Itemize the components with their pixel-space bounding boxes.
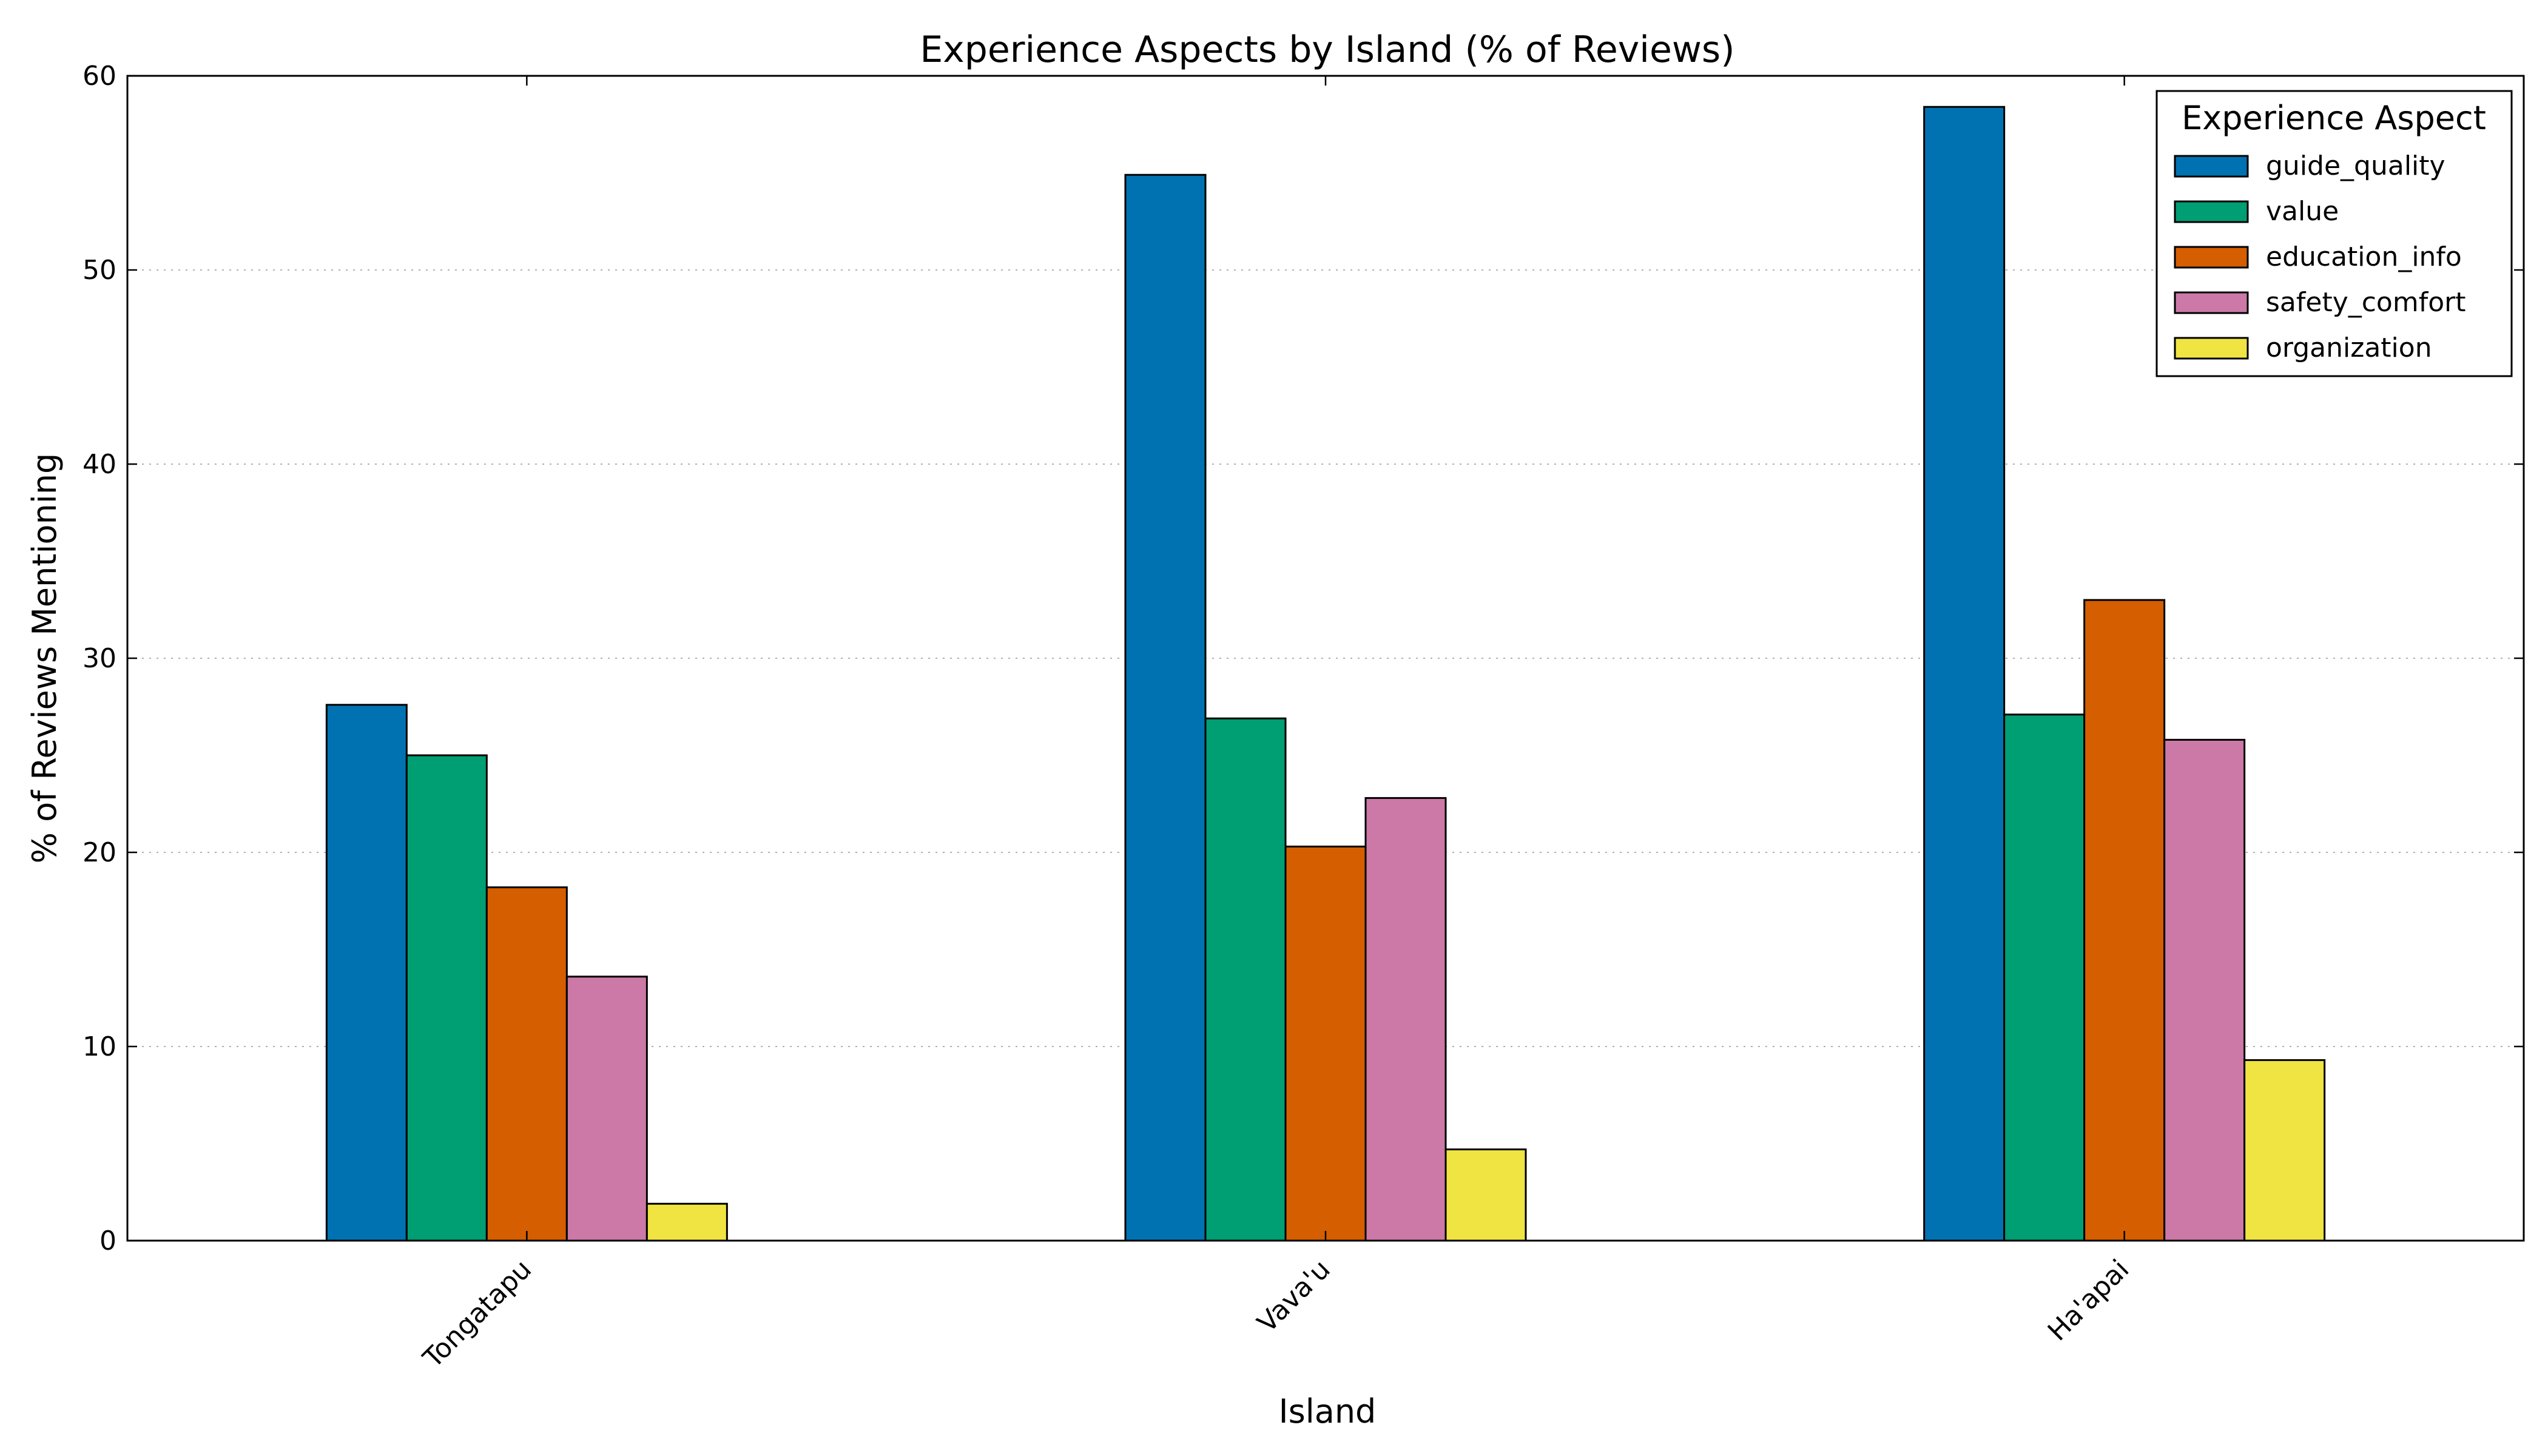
bar-value-0 — [405, 754, 488, 1242]
y-tick-label: 30 — [83, 643, 116, 674]
bar-value-1 — [1204, 717, 1287, 1242]
bar-safety_comfort-2 — [2163, 738, 2246, 1242]
legend-label: guide_quality — [2266, 150, 2445, 181]
y-tick-label: 0 — [99, 1225, 116, 1256]
legend-swatch-guide_quality — [2174, 155, 2249, 178]
bar-safety_comfort-0 — [565, 976, 648, 1242]
legend-swatch-value — [2174, 200, 2249, 223]
bar-education_info-0 — [485, 886, 568, 1242]
bar-value-2 — [2003, 713, 2086, 1242]
legend-label: organization — [2266, 332, 2432, 363]
y-tick-label: 50 — [83, 255, 116, 286]
bars — [325, 106, 2326, 1242]
y-tick-label: 40 — [83, 449, 116, 480]
legend-swatch-organization — [2174, 337, 2249, 360]
bar-organization-2 — [2243, 1059, 2326, 1242]
bar-organization-0 — [645, 1202, 728, 1242]
y-tick-label: 60 — [83, 61, 116, 92]
bar-education_info-2 — [2083, 599, 2166, 1242]
legend-label: value — [2266, 196, 2339, 227]
legend-swatch-education_info — [2174, 246, 2249, 269]
bar-organization-1 — [1444, 1148, 1527, 1242]
bar-safety_comfort-1 — [1364, 797, 1447, 1242]
x-axis-label: Island — [1279, 1392, 1377, 1431]
y-tick-label: 10 — [83, 1031, 116, 1062]
bar-guide_quality-2 — [1923, 106, 2006, 1242]
legend-box — [2155, 90, 2513, 377]
legend-label: safety_comfort — [2266, 287, 2465, 318]
bar-education_info-1 — [1284, 845, 1367, 1242]
y-tick-label: 20 — [83, 837, 116, 868]
chart-title: Experience Aspects by Island (% of Revie… — [920, 29, 1734, 71]
legend-label: education_info — [2266, 241, 2462, 272]
bar-guide_quality-1 — [1124, 174, 1207, 1242]
legend-swatch-safety_comfort — [2174, 291, 2249, 314]
bar-guide_quality-0 — [325, 704, 408, 1242]
y-axis: 0 10 20 30 40 50 60 — [83, 61, 2524, 1256]
y-axis-label: % of Reviews Mentioning — [25, 453, 64, 864]
legend-title: Experience Aspect — [2182, 99, 2486, 137]
